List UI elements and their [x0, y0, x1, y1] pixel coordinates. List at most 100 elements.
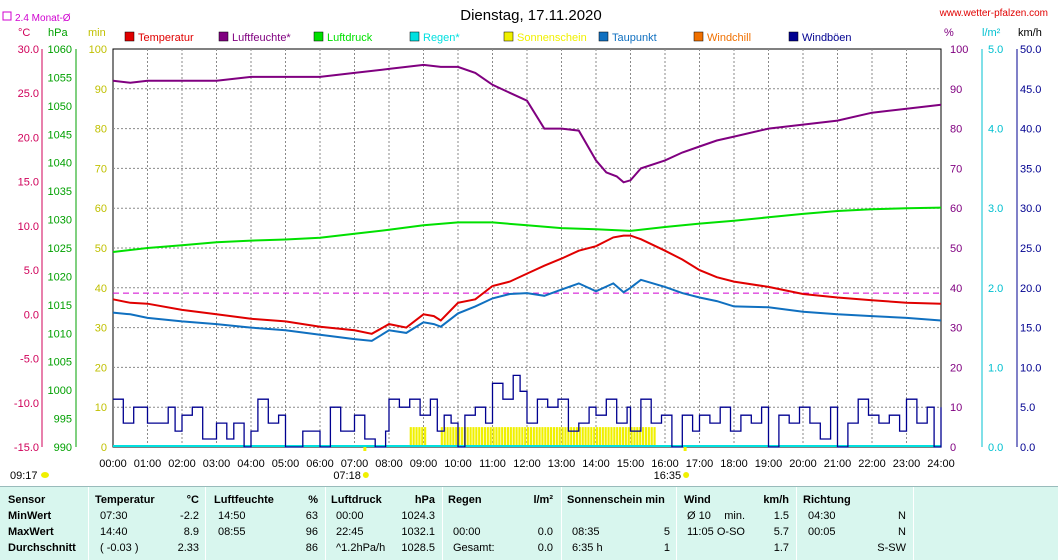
wind-time: Ø 10: [687, 510, 711, 522]
sunshine-bar: [495, 427, 498, 447]
rain-axis-tick: 3.0: [988, 203, 1003, 215]
minutes-axis-tick: 50: [95, 243, 107, 255]
header-wind: Wind: [684, 494, 711, 506]
table-divider: [88, 487, 89, 560]
x-tick-label: 17:00: [686, 458, 714, 470]
temp-axis-tick: 20.0: [18, 132, 39, 144]
rain-axis-tick: 1.0: [988, 362, 1003, 374]
sunset-icon: [683, 472, 690, 478]
pressure-axis-tick: 1060: [48, 44, 72, 56]
wind-axis-tick: 40.0: [1020, 124, 1041, 136]
minutes-axis-tick: 0: [101, 442, 107, 454]
legend-swatch: [598, 31, 609, 42]
wind-axis-tick: 15.0: [1020, 323, 1041, 335]
x-tick-label: 13:00: [548, 458, 576, 470]
temp-axis-tick: 10.0: [18, 221, 39, 233]
legend-swatch: [218, 31, 229, 42]
x-tick-label: 11:00: [479, 458, 506, 470]
sunshine-bar: [409, 427, 412, 447]
legend-swatch: [788, 31, 799, 42]
wind-axis-tick: 45.0: [1020, 84, 1041, 96]
dir-value: S-SW: [877, 542, 906, 554]
header-dir: Richtung: [803, 494, 851, 506]
minutes-axis-tick: 30: [95, 323, 107, 335]
wind-axis-tick: 30.0: [1020, 203, 1041, 215]
sunshine-bar: [466, 427, 469, 447]
weather-chart: Dienstag, 17.11.2020 www.wetter-pfalzen.…: [2, 7, 1048, 482]
row-label: Durchschnitt: [8, 542, 76, 554]
x-axis-labels: 00:00 01:00 02:00 03:00 04:00 05:00 06:00 07:00…: [10, 447, 955, 482]
sunshine-bar: [515, 427, 518, 447]
table-divider: [676, 487, 677, 560]
wind-value: 1.5: [773, 510, 789, 522]
x-tick-label: 15:00: [617, 458, 645, 470]
pressure-axis-tick: 1020: [48, 271, 72, 283]
sunshine-bar: [616, 427, 619, 447]
legend-swatch: [313, 31, 324, 42]
sunshine-bar: [570, 427, 573, 447]
sunshine-bar: [550, 427, 553, 447]
header-sun: Sonnenschein min: [567, 494, 665, 506]
series-lines: [112, 63, 942, 448]
x-tick-label: 02:00: [168, 458, 196, 470]
pressure-axis-tick: 1025: [48, 243, 72, 255]
sunshine-bar: [587, 427, 590, 447]
dir-time: 00:05: [808, 526, 836, 538]
minutes-axis-tick: 80: [95, 124, 107, 136]
pressure-axis-tick: 1050: [48, 101, 72, 113]
sunshine-bar: [564, 427, 567, 447]
header-temp-unit: °C: [186, 494, 199, 506]
temp-axis-tick: 0.0: [24, 309, 39, 321]
sunshine-bar: [440, 427, 443, 447]
sunshine-bar: [578, 427, 581, 447]
legend-swatch: [693, 31, 704, 42]
wind-value: 1.7: [773, 542, 789, 554]
header-hum-unit: %: [308, 494, 318, 506]
press-value: 1032.1: [401, 526, 435, 538]
temp-time: ( -0.03 ): [100, 542, 139, 554]
minutes-axis-tick: 40: [95, 283, 107, 295]
humidity-axis-tick: 60: [950, 203, 962, 215]
sunshine-bar: [610, 427, 613, 447]
minutes-axis-tick: 10: [95, 402, 107, 414]
legend-label: Sonnenschein: [517, 32, 587, 44]
x-tick-label: 12:00: [513, 458, 541, 470]
sunshine-bar: [593, 427, 596, 447]
pressure-unit: hPa: [48, 27, 68, 39]
x-tick-label: 20:00: [789, 458, 817, 470]
pressure-axis-tick: 995: [54, 414, 72, 426]
wind-note: O-SO: [716, 526, 745, 538]
sunshine-bar: [486, 427, 489, 447]
sunshine-bar: [575, 427, 579, 447]
sunshine-bar: [472, 427, 475, 447]
row-label: MinWert: [8, 510, 52, 522]
temp-value: -2.2: [180, 510, 199, 522]
pressure-axis-tick: 1030: [48, 215, 72, 227]
pressure-axis-tick: 1040: [48, 158, 72, 170]
sunshine-bar: [446, 427, 449, 447]
series-taupunkt: [112, 278, 942, 342]
rain-unit: l/m²: [982, 27, 1001, 39]
header-press-unit: hPa: [414, 494, 435, 506]
minutes-axis-tick: 20: [95, 362, 107, 374]
wind-axis-tick: 25.0: [1020, 243, 1041, 255]
header-wind-unit: km/h: [763, 494, 789, 506]
humidity-axis-tick: 90: [950, 84, 962, 96]
hum-time: 08:55: [218, 526, 246, 538]
humidity-axis-tick: 40: [950, 283, 962, 295]
header-press: Luftdruck: [331, 494, 382, 506]
dir-value: N: [898, 526, 906, 538]
x-tick-label: 05:00: [272, 458, 300, 470]
site-link[interactable]: www.wetter-pfalzen.com: [939, 8, 1048, 19]
x-tick-label: 07:00: [341, 458, 369, 470]
x-tick-label: 08:00: [375, 458, 403, 470]
sunshine-bar: [527, 427, 530, 447]
rain-time: 00:00: [453, 526, 481, 538]
x-tick-label: 04:00: [237, 458, 265, 470]
temp-time: 14:40: [100, 526, 128, 538]
pressure-axis-tick: 1055: [48, 72, 72, 84]
sunshine-bar: [452, 427, 455, 447]
rain-axis-tick: 4.0: [988, 124, 1003, 136]
x-tick-label: 10:00: [444, 458, 472, 470]
row-label: MaxWert: [8, 526, 54, 538]
